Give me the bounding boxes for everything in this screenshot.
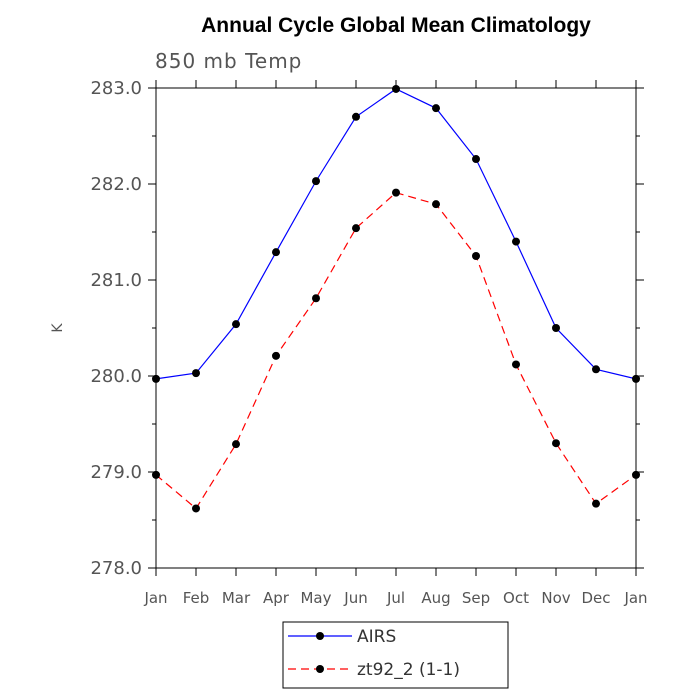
data-point-airs — [632, 374, 640, 383]
data-point-airs — [272, 248, 280, 257]
data-point-airs — [432, 104, 440, 113]
data-point-zt92-2-1-1 — [512, 360, 520, 369]
data-point-airs — [312, 177, 320, 186]
y-tick-label: 281.0 — [90, 270, 142, 291]
x-tick-label: Oct — [503, 589, 529, 607]
axes-ticks: 278.0 279.0 280.0 281.0 282.0 283.0 Jan Feb Mar A… — [90, 78, 647, 607]
legend-label: AIRS — [357, 627, 396, 647]
data-point-zt92-2-1-1 — [352, 224, 360, 233]
data-point-airs — [352, 112, 360, 121]
x-tick-label: Jun — [343, 589, 367, 607]
series-line-zt92-2-1-1 — [155, 191, 637, 510]
data-point-airs — [232, 320, 240, 329]
data-point-zt92-2-1-1 — [632, 470, 640, 479]
data-point-airs — [592, 365, 600, 374]
plot-frame — [155, 87, 637, 569]
series-airs — [152, 84, 640, 383]
data-point-airs — [512, 237, 520, 246]
y-tick-label: 283.0 — [90, 78, 142, 99]
y-tick-label: 280.0 — [90, 366, 142, 387]
data-point-airs — [152, 374, 160, 383]
series-zt92-2-1-1 — [152, 188, 640, 513]
data-point-zt92-2-1-1 — [592, 499, 600, 508]
y-axis-label: K — [50, 323, 66, 333]
x-tick-label: Jan — [143, 589, 167, 607]
x-tick-label: Jan — [623, 589, 647, 607]
data-point-airs — [392, 84, 400, 93]
data-point-zt92-2-1-1 — [232, 440, 240, 449]
data-point-zt92-2-1-1 — [272, 351, 280, 360]
legend-label: zt92_2 (1-1) — [357, 660, 460, 680]
x-tick-label: May — [300, 589, 331, 607]
data-point-zt92-2-1-1 — [192, 504, 200, 513]
x-tick-label: Jul — [386, 589, 405, 607]
data-point-zt92-2-1-1 — [392, 188, 400, 197]
data-point-airs — [552, 324, 560, 332]
x-tick-label: Apr — [263, 589, 290, 607]
legend-marker-1 — [316, 665, 324, 673]
legend: AIRS zt92_2 (1-1) — [282, 621, 509, 689]
x-tick-label: Feb — [183, 589, 210, 607]
series-line-airs — [155, 88, 637, 380]
data-point-zt92-2-1-1 — [152, 470, 160, 479]
y-tick-label: 279.0 — [90, 462, 142, 483]
y-tick-label: 282.0 — [90, 174, 142, 195]
legend-marker-0 — [316, 632, 324, 640]
data-point-airs — [472, 155, 480, 164]
y-tick-label: 278.0 — [90, 558, 142, 579]
x-tick-label: Dec — [581, 589, 610, 607]
data-point-zt92-2-1-1 — [472, 252, 480, 260]
chart-title: Annual Cycle Global Mean Climatology — [201, 14, 591, 37]
data-point-zt92-2-1-1 — [552, 439, 560, 448]
x-tick-label: Mar — [222, 589, 251, 607]
x-tick-label: Nov — [541, 589, 570, 607]
data-point-airs — [192, 369, 200, 378]
x-tick-label: Sep — [462, 589, 490, 607]
data-point-zt92-2-1-1 — [432, 200, 440, 209]
x-tick-label: Aug — [421, 589, 450, 607]
chart-subtitle: 850 mb Temp — [155, 49, 302, 73]
series-group — [152, 84, 640, 513]
data-point-zt92-2-1-1 — [312, 294, 320, 303]
